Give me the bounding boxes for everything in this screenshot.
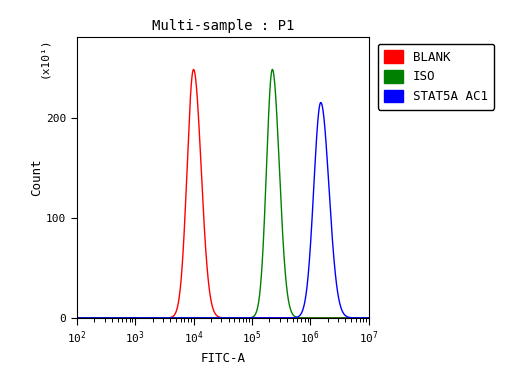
X-axis label: FITC-A: FITC-A xyxy=(200,352,245,365)
Text: (x10¹): (x10¹) xyxy=(39,37,49,78)
Title: Multi-sample : P1: Multi-sample : P1 xyxy=(152,19,294,33)
Legend: BLANK, ISO, STAT5A AC1: BLANK, ISO, STAT5A AC1 xyxy=(378,44,494,110)
Y-axis label: Count: Count xyxy=(30,159,44,196)
